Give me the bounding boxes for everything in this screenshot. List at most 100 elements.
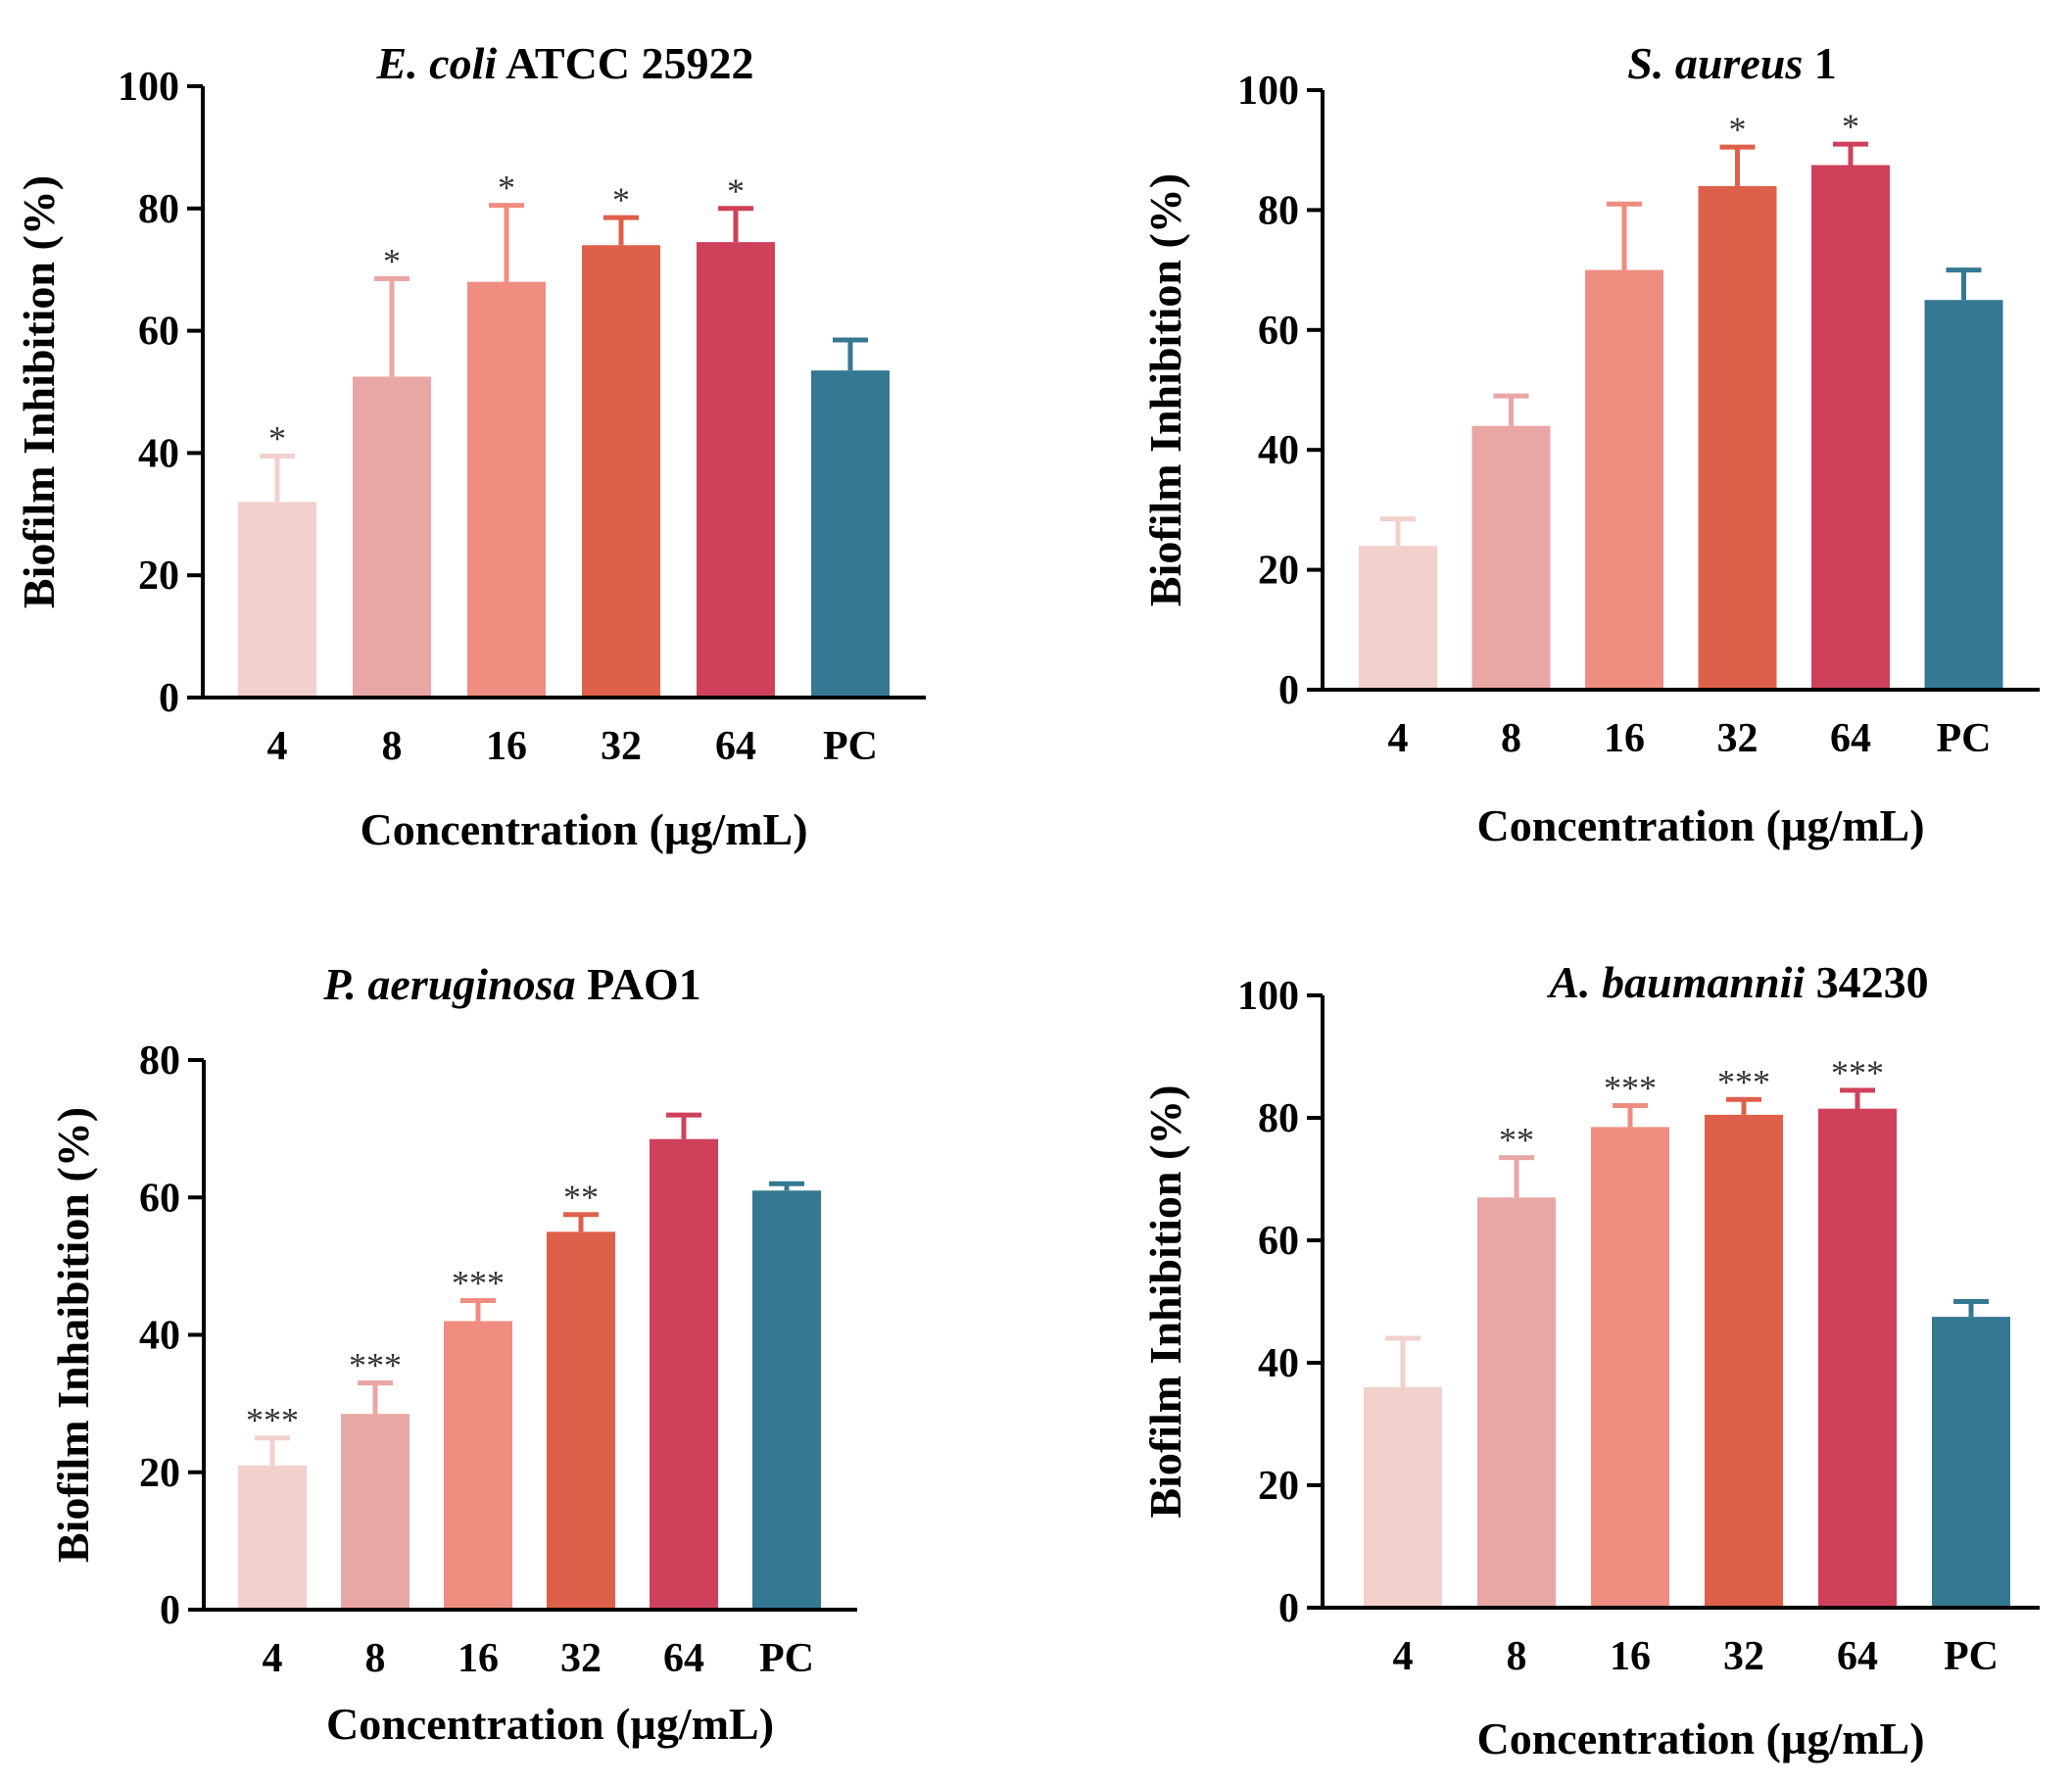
bar-16 xyxy=(1585,269,1663,690)
x-tick-label-8: 8 xyxy=(365,1636,386,1681)
x-tick-label-16: 16 xyxy=(1604,716,1645,761)
chart-title: A. baumannii 34230 xyxy=(1546,957,1928,1007)
significance-label-8: ** xyxy=(1499,1121,1534,1160)
significance-label-4: *** xyxy=(246,1401,299,1440)
significance-label-32: * xyxy=(1729,110,1747,149)
bar-PC xyxy=(811,370,890,698)
x-tick-label-64: 64 xyxy=(715,724,756,769)
chart-title-species: P. aeruginosa xyxy=(322,959,575,1009)
y-tick-label-60: 60 xyxy=(139,1176,180,1221)
y-tick-label-60: 60 xyxy=(138,310,179,355)
y-tick-label-100: 100 xyxy=(1237,974,1299,1019)
x-tick-label-PC: PC xyxy=(1937,716,1992,761)
significance-label-8: * xyxy=(383,242,401,281)
x-tick-label-4: 4 xyxy=(267,724,288,769)
y-tick-label-20: 20 xyxy=(1258,549,1299,594)
y-tick-label-80: 80 xyxy=(1258,188,1299,233)
significance-label-8: *** xyxy=(349,1346,402,1385)
bar-32 xyxy=(582,245,660,699)
chart-title-strain: 1 xyxy=(1803,38,1837,88)
y-tick-label-0: 0 xyxy=(159,676,179,721)
bar-8 xyxy=(341,1414,410,1610)
x-tick-label-8: 8 xyxy=(1507,1634,1527,1679)
bar-4 xyxy=(238,502,316,698)
y-tick-label-80: 80 xyxy=(139,1038,180,1084)
x-axis-title: Concentration (µg/mL) xyxy=(1476,1714,1924,1763)
y-tick-label-40: 40 xyxy=(138,431,179,476)
chart-title-strain: 34230 xyxy=(1805,957,1929,1007)
bar-64 xyxy=(697,242,775,698)
x-tick-label-64: 64 xyxy=(1837,1634,1878,1679)
x-tick-label-PC: PC xyxy=(759,1636,814,1681)
y-axis-title: Biofilm Inhibition (%) xyxy=(1140,173,1190,606)
y-tick-label-100: 100 xyxy=(1237,69,1299,114)
significance-label-64: * xyxy=(727,171,745,211)
bar-16 xyxy=(1591,1127,1669,1608)
y-tick-label-0: 0 xyxy=(1278,1586,1299,1631)
y-tick-label-20: 20 xyxy=(138,554,179,599)
significance-label-32: * xyxy=(612,180,630,219)
y-tick-label-60: 60 xyxy=(1258,309,1299,354)
significance-label-16: *** xyxy=(1604,1069,1657,1108)
significance-label-16: * xyxy=(498,169,515,208)
x-axis-title: Concentration (µg/mL) xyxy=(1476,800,1924,850)
x-tick-label-8: 8 xyxy=(382,724,403,769)
significance-label-32: *** xyxy=(1717,1062,1770,1101)
bar-64 xyxy=(650,1138,718,1610)
bar-4 xyxy=(238,1465,307,1610)
bar-8 xyxy=(1477,1197,1556,1608)
y-tick-label-20: 20 xyxy=(139,1451,180,1496)
chart-title-species: A. baumannii xyxy=(1546,957,1805,1007)
x-tick-label-64: 64 xyxy=(663,1636,704,1681)
x-tick-label-16: 16 xyxy=(1610,1634,1651,1679)
x-tick-label-4: 4 xyxy=(1388,716,1409,761)
x-tick-label-16: 16 xyxy=(486,724,527,769)
bar-32 xyxy=(1698,185,1777,691)
y-tick-label-40: 40 xyxy=(1258,428,1299,473)
chart-title-species: S. aureus xyxy=(1627,38,1803,88)
chart-panel-2: 4 8 16 * 32 * 64 PC 0 20 40 60 80 100 S. aureus 1 Conce… xyxy=(1140,38,2040,850)
chart-title-strain: ATCC 25922 xyxy=(497,38,753,88)
chart-panel-1: * 4 * 8 * 16 * 32 * 64 PC 0 20 40 60 80 100 E. coli ATCC … xyxy=(14,38,926,854)
x-tick-label-32: 32 xyxy=(601,724,642,769)
x-tick-label-32: 32 xyxy=(1717,716,1759,761)
y-tick-label-0: 0 xyxy=(1278,668,1299,713)
x-tick-label-64: 64 xyxy=(1830,716,1871,761)
x-tick-label-32: 32 xyxy=(1723,1634,1764,1679)
bar-PC xyxy=(1932,1317,2010,1608)
bar-4 xyxy=(1364,1387,1442,1608)
y-tick-label-40: 40 xyxy=(139,1314,180,1359)
bar-PC xyxy=(1924,300,2003,690)
x-axis-title: Concentration (µg/mL) xyxy=(360,804,807,854)
y-tick-label-100: 100 xyxy=(118,65,179,110)
x-tick-label-PC: PC xyxy=(823,724,878,769)
bar-8 xyxy=(353,376,431,698)
chart-title-species: E. coli xyxy=(375,38,497,88)
bar-32 xyxy=(1705,1114,1783,1608)
x-tick-label-PC: PC xyxy=(1944,1634,1999,1679)
bar-16 xyxy=(467,281,546,698)
y-axis-title: Biofilm Inhibition (%) xyxy=(14,175,64,608)
y-tick-label-80: 80 xyxy=(1258,1096,1299,1141)
x-tick-label-8: 8 xyxy=(1501,716,1521,761)
x-tick-label-32: 32 xyxy=(560,1636,602,1681)
y-tick-label-20: 20 xyxy=(1258,1464,1299,1509)
y-tick-label-0: 0 xyxy=(160,1588,180,1633)
x-tick-label-4: 4 xyxy=(263,1636,283,1681)
significance-label-4: * xyxy=(268,419,286,459)
significance-label-64: *** xyxy=(1831,1053,1884,1092)
chart-title: E. coli ATCC 25922 xyxy=(375,38,753,88)
chart-title: P. aeruginosa PAO1 xyxy=(322,959,701,1009)
significance-label-64: * xyxy=(1842,107,1859,146)
chart-panel-3: *** 4 *** 8 *** 16 ** 32 64 PC 0 20 40 60 80 P. aerugin… xyxy=(48,959,857,1749)
bar-32 xyxy=(547,1231,615,1610)
x-tick-label-4: 4 xyxy=(1393,1634,1414,1679)
x-tick-label-16: 16 xyxy=(458,1636,499,1681)
significance-label-16: *** xyxy=(452,1263,505,1302)
bar-64 xyxy=(1818,1108,1897,1608)
bar-4 xyxy=(1359,546,1437,690)
y-tick-label-60: 60 xyxy=(1258,1219,1299,1264)
chart-panel-4: 4 ** 8 *** 16 *** 32 *** 64 PC 0 20 40 60 80 100 A. baum… xyxy=(1140,957,2040,1763)
bar-8 xyxy=(1471,425,1551,690)
